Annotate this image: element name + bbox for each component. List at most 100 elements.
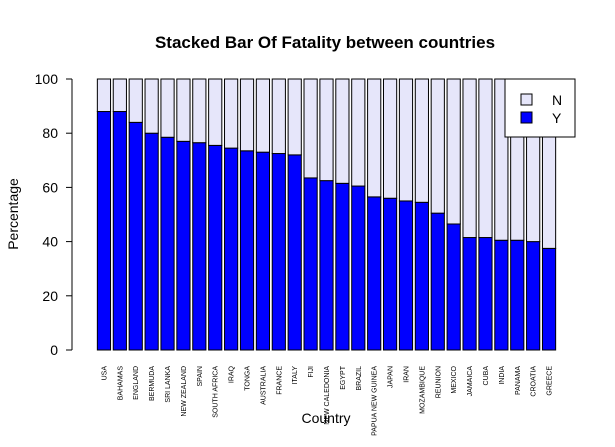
x-tick-label: TONGA: [245, 366, 252, 391]
chart-title: Stacked Bar Of Fatality between countrie…: [155, 33, 495, 52]
bar-segment-y: [430, 212, 445, 351]
bar-segment-n: [319, 78, 334, 182]
bar-segment-y: [128, 121, 143, 351]
x-tick-label: IRAN: [403, 366, 410, 383]
x-tick-label: IRAQ: [229, 365, 236, 383]
x-tick-label: ENGLAND: [133, 366, 140, 400]
x-tick-label: JAMAICA: [467, 366, 474, 397]
x-tick-label: FRANCE: [276, 366, 283, 395]
bar-segment-y: [462, 237, 477, 351]
bar-segment-n: [351, 78, 366, 187]
x-tick-label: AUSTRALIA: [260, 366, 267, 405]
bar-segment-n: [367, 78, 382, 198]
x-tick-label: INDIA: [499, 366, 506, 385]
bar-segment-n: [430, 78, 445, 214]
bar-segment-n: [208, 78, 223, 146]
bar-segment-n: [96, 78, 112, 113]
bar-segment-y: [144, 132, 159, 351]
x-tick-label: PANAMA: [515, 366, 522, 395]
legend-swatch-y: [520, 111, 533, 124]
bar-segment-y: [224, 147, 239, 351]
bar-segment-n: [287, 78, 302, 156]
bars-group: [96, 78, 557, 351]
bar-segment-y: [335, 182, 350, 351]
y-tick-label: 100: [35, 71, 59, 87]
bar-segment-y: [494, 239, 509, 351]
bar-segment-y: [96, 111, 112, 351]
bar-segment-y: [303, 177, 318, 351]
bar-segment-y: [351, 185, 366, 351]
x-tick-label: SRI LANKA: [165, 366, 172, 403]
bar-segment-n: [144, 78, 159, 134]
x-tick-label: BAHAMAS: [117, 366, 124, 401]
bar-segment-n: [382, 78, 398, 199]
x-tick-label: BERMUDA: [149, 366, 156, 401]
bar-segment-y: [478, 237, 493, 351]
bar-segment-y: [398, 200, 414, 351]
bar-segment-y: [176, 140, 191, 351]
y-tick-label: 60: [42, 179, 58, 195]
bar-segment-n: [112, 78, 127, 113]
x-tick-label: CROATIA: [531, 366, 538, 397]
legend-label-n: N: [552, 92, 562, 108]
x-tick-label: ITALY: [292, 366, 299, 385]
x-tick-label: BRAZIL: [356, 366, 363, 391]
bar-segment-y: [319, 180, 334, 351]
legend: NY: [504, 78, 576, 138]
bar-segment-n: [462, 78, 477, 239]
bar-segment-n: [398, 78, 414, 202]
bar-segment-n: [160, 78, 175, 138]
y-tick-label: 20: [42, 288, 58, 304]
bar-segment-n: [335, 78, 350, 184]
y-tick-label: 40: [42, 234, 58, 250]
x-tick-label: SPAIN: [197, 366, 204, 387]
x-tick-labels: USA BAHAMAS ENGLAND BERMUDA SRI LANKA NEW ZEA…: [101, 365, 553, 436]
legend-label-y: Y: [552, 110, 562, 126]
bar-segment-y: [414, 201, 429, 351]
bar-segment-y: [208, 144, 223, 351]
x-tick-label: MOZAMBIQUE: [419, 366, 426, 414]
x-tick-label: GREECE: [547, 366, 554, 396]
x-axis-label: Country: [301, 410, 350, 426]
x-tick-label: NEW ZEALAND: [181, 366, 188, 417]
bar-segment-y: [255, 151, 271, 351]
bar-segment-n: [414, 78, 429, 203]
x-tick-label: FIJI: [308, 366, 315, 378]
bar-segment-n: [192, 78, 207, 144]
y-axis-label: Percentage: [5, 178, 21, 250]
bar-segment-y: [382, 197, 398, 351]
y-tick-label: 80: [42, 125, 58, 141]
bar-segment-y: [160, 136, 175, 351]
x-tick-label: EGYPT: [340, 365, 347, 389]
bar-segment-y: [367, 196, 382, 351]
legend-swatch-n: [520, 93, 533, 106]
x-tick-label: SOUTH AFRICA: [213, 366, 220, 418]
bar-segment-n: [224, 78, 239, 149]
bar-segment-n: [128, 78, 143, 123]
bar-segment-y: [239, 150, 255, 351]
x-tick-label: USA: [101, 366, 108, 381]
x-tick-label: NEW CALEDONIA: [324, 366, 331, 425]
x-tick-label: MEXICO: [451, 365, 458, 393]
bar-segment-n: [271, 78, 286, 155]
bar-segment-n: [239, 78, 255, 152]
x-tick-label: REUNION: [435, 366, 442, 398]
bar-segment-y: [112, 111, 127, 351]
bar-segment-y: [287, 154, 302, 351]
bar-segment-y: [541, 247, 557, 351]
x-tick-label: CUBA: [483, 366, 490, 386]
bar-segment-n: [478, 78, 493, 239]
x-tick-label: PAPUA NEW GUINEA: [372, 366, 379, 436]
bar-segment-y: [526, 241, 541, 351]
bar-segment-y: [446, 223, 461, 351]
bar-segment-n: [303, 78, 318, 179]
legend-box: [504, 78, 576, 138]
y-tick-label: 0: [50, 342, 58, 358]
bar-segment-n: [255, 78, 271, 153]
bar-segment-n: [176, 78, 191, 142]
x-tick-label: JAPAN: [388, 366, 395, 388]
bar-segment-y: [510, 239, 525, 351]
y-axis: 0 20 40 60 80 100: [35, 71, 73, 358]
bar-segment-y: [271, 153, 286, 351]
